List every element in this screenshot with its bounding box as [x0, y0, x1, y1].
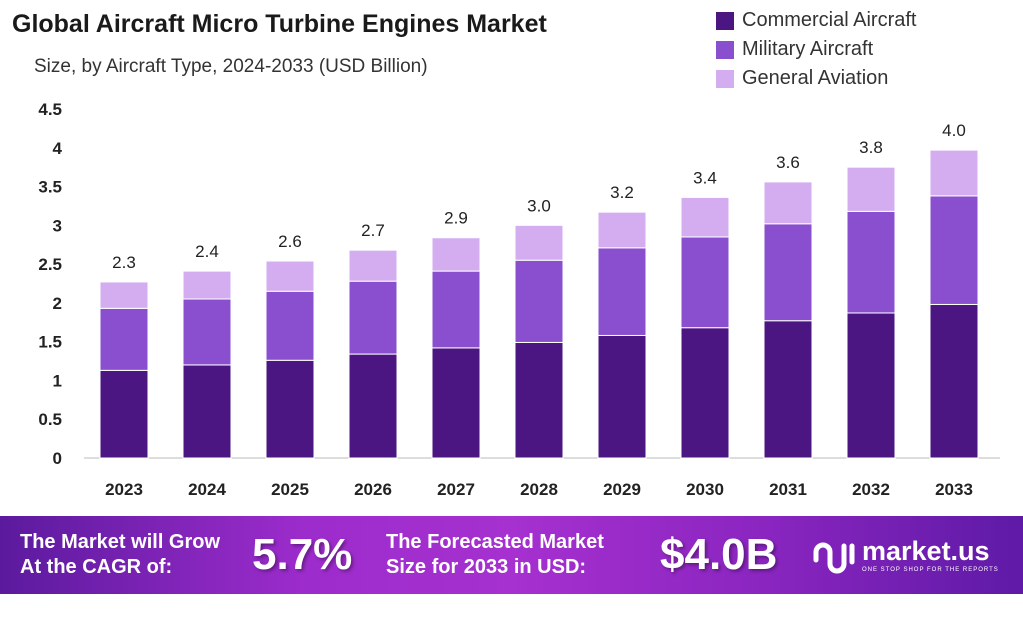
y-tick-label: 3: [53, 216, 62, 235]
data-label: 2.9: [444, 209, 468, 228]
data-label: 2.3: [112, 253, 136, 272]
x-tick-label: 2027: [437, 480, 475, 499]
chart-title: Global Aircraft Micro Turbine Engines Ma…: [12, 10, 547, 38]
x-tick-label: 2025: [271, 480, 309, 499]
bar-segment: [763, 320, 813, 459]
bar-segment: [846, 166, 896, 212]
bar-segment: [348, 249, 398, 282]
y-tick-label: 2.5: [38, 255, 62, 274]
bar-segment: [99, 369, 149, 459]
chart-subtitle: Size, by Aircraft Type, 2024-2033 (USD B…: [34, 56, 428, 77]
bar-segment: [265, 290, 315, 361]
logo-icon: [813, 542, 855, 574]
bar-segment: [514, 341, 564, 459]
bar-segment: [929, 149, 979, 197]
legend-label: Military Aircraft: [742, 38, 874, 60]
bar-segment: [763, 181, 813, 225]
plot-area: 0 0.5 1 1.5 2 2.5 3 3.5 4 4.5 2.3 2023 2.4 2024 2.6 202…: [38, 100, 1000, 499]
data-label: 2.4: [195, 242, 219, 261]
data-label: 3.8: [859, 138, 883, 157]
bar-segment: [182, 298, 232, 366]
legend-item-general: General Aviation: [716, 64, 916, 93]
x-tick-label: 2024: [188, 480, 226, 499]
bar-segment: [597, 211, 647, 249]
legend-swatch: [716, 11, 734, 30]
x-tick-label: 2033: [935, 480, 973, 499]
data-label: 3.2: [610, 183, 634, 202]
legend-item-commercial: Commercial Aircraft: [716, 6, 916, 35]
legend: Commercial Aircraft Military Aircraft Ge…: [716, 6, 916, 93]
bar-segment: [846, 210, 896, 314]
bar-segment: [182, 364, 232, 459]
bar-segment: [929, 303, 979, 459]
forecast-value: $4.0B: [660, 530, 778, 579]
logo: market.us ONE STOP SHOP FOR THE REPORTS: [810, 534, 999, 574]
bar-segment: [514, 259, 564, 343]
bar-segment: [846, 312, 896, 459]
y-tick-label: 2: [53, 294, 62, 313]
bar-segment: [680, 236, 730, 329]
bar-segment: [431, 270, 481, 349]
y-tick-label: 1.5: [38, 333, 62, 352]
data-label: 3.0: [527, 196, 551, 215]
bar-segment: [680, 327, 730, 459]
y-tick-label: 0.5: [38, 410, 62, 429]
x-tick-label: 2026: [354, 480, 392, 499]
y-tick-label: 3.5: [38, 178, 62, 197]
y-tick-label: 1: [53, 371, 62, 390]
bar-segment: [348, 353, 398, 459]
x-tick-label: 2031: [769, 480, 807, 499]
forecast-label: The Forecasted Market Size for 2033 in US…: [386, 531, 604, 578]
bar-segment: [763, 223, 813, 322]
data-label: 3.6: [776, 153, 800, 172]
data-label: 4.0: [942, 121, 966, 140]
bar-segment: [348, 280, 398, 355]
bar-segment: [514, 224, 564, 261]
x-tick-label: 2030: [686, 480, 724, 499]
summary-banner: The Market will Grow At the CAGR of: 5.7%…: [0, 516, 1023, 594]
bar-segment: [929, 195, 979, 305]
bar-segment: [99, 307, 149, 371]
data-label: 2.7: [361, 221, 385, 240]
x-tick-label: 2029: [603, 480, 641, 499]
legend-item-military: Military Aircraft: [716, 35, 916, 64]
bar-segment: [182, 270, 232, 300]
cagr-label: The Market will Grow At the CAGR of:: [20, 531, 221, 578]
legend-label: General Aviation: [742, 67, 889, 89]
legend-swatch: [716, 69, 734, 88]
data-label: 2.6: [278, 232, 302, 251]
cagr-value: 5.7%: [252, 530, 353, 579]
data-label: 3.4: [693, 168, 717, 187]
y-tick-label: 4: [53, 139, 63, 158]
x-tick-label: 2032: [852, 480, 890, 499]
bar-segment: [99, 281, 149, 309]
bar-segment: [597, 247, 647, 336]
bar-segment: [431, 347, 481, 459]
bar-segment: [265, 260, 315, 292]
bar-segment: [597, 334, 647, 459]
bar-segment: [265, 359, 315, 459]
bar-segment: [680, 196, 730, 238]
legend-swatch: [716, 40, 734, 59]
bar-segment: [431, 237, 481, 272]
y-tick-label: 4.5: [38, 100, 62, 119]
y-tick-label: 0: [53, 449, 62, 468]
legend-label: Commercial Aircraft: [742, 9, 917, 31]
x-tick-label: 2028: [520, 480, 558, 499]
x-tick-label: 2023: [105, 480, 143, 499]
